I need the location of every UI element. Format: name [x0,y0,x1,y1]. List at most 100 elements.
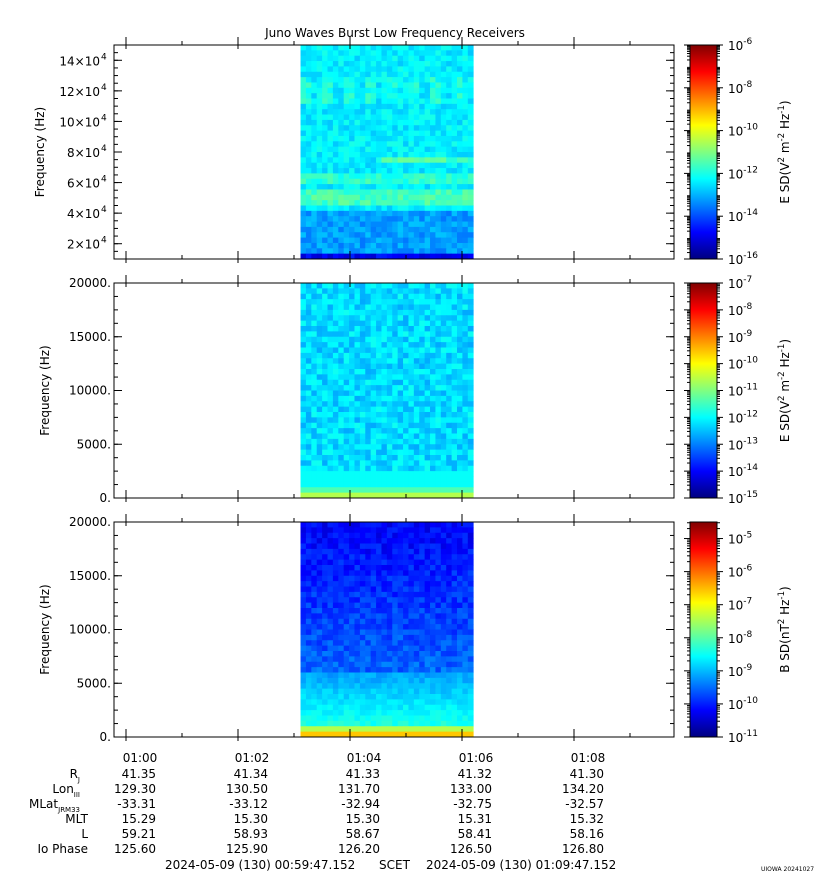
y-tick-label: 14×10 [59,54,100,68]
ephemeris-row-label: L [81,827,88,841]
ephemeris-value: 125.90 [226,842,268,856]
spectrogram-1 [300,45,474,260]
spectrogram-3 [300,522,474,738]
y-tick-label: 10×10 [59,115,100,129]
colorbar-tick-label: 10-7 [728,275,752,291]
y-tick-label: 2×10 [67,238,100,252]
y-tick-label: 20000. [69,276,111,290]
colorbar-1 [689,44,718,260]
colorbar-tick-label: 10-8 [728,302,753,318]
ephemeris-value: -32.94 [341,797,380,811]
ephemeris-row-label: LonIII [52,782,80,799]
y-axis-label: Frequency (Hz) [38,345,52,436]
y-tick-exponent: 4 [101,175,107,185]
colorbar-tick-label: 10-16 [728,251,758,267]
y-tick-label: 20000. [69,515,111,529]
ephemeris-value: -33.12 [229,797,268,811]
ephemeris-value: -32.57 [565,797,604,811]
colorbar-label-text: E SD(V2 m-2 Hz-1) [777,100,792,203]
ephemeris-row-label: MLatJRM33 [29,797,80,814]
ephemeris-value: -32.75 [453,797,492,811]
ephemeris-value: 58.41 [458,827,492,841]
y-tick-label: 6×10 [67,177,100,191]
colorbar-tick-label: 10-14 [728,463,758,479]
colorbar-label-3: B SD(nT2 Hz-1) [777,586,792,672]
ephemeris-row-label: RJ [70,767,80,784]
ephemeris-value: 134.20 [562,782,604,796]
ephemeris-value: 41.32 [458,767,492,781]
y-tick-label: 0. [100,491,111,505]
colorbar-label-text: B SD(nT2 Hz-1) [777,586,792,672]
colorbar-tick-label: 10-14 [728,208,758,224]
ephemeris-value: 133.00 [450,782,492,796]
ephemeris-value: 58.67 [346,827,380,841]
ephemeris-row-label: Io Phase [37,842,88,856]
colorbar-tick-label: 10-10 [728,123,758,139]
colorbar-tick-label: 10-7 [728,597,752,613]
ephemeris-value: 130.50 [226,782,268,796]
colorbar-tick-label: 10-9 [728,329,753,345]
panel-3: 0. 5000. 10000. 15000. 20000. Frequency (Hz) 1… [38,514,792,745]
y-tick-label: 5000. [77,437,111,451]
ephemeris-value: 129.30 [114,782,156,796]
colorbar-tick-label: 10-12 [728,165,758,181]
colorbar-tick-label: 10-8 [728,80,753,96]
y-tick-exponent: 4 [101,205,107,215]
ephemeris-value: 126.50 [450,842,492,856]
y-tick-label: 15000. [69,569,111,583]
ephemeris-row-label: MLT [65,812,88,826]
time-label: 01:00 [123,751,158,765]
y-tick-label: 5000. [77,676,111,690]
colorbar-label-2: E SD(V2 m-2 Hz-1) [777,339,792,442]
footer-start-time: 2024-05-09 (130) 00:59:47.152 [165,858,356,872]
colorbar-tick-label: 10-5 [728,531,752,547]
time-label: 01:08 [571,751,606,765]
colorbar-tick-label: 10-10 [728,696,758,712]
panel-2: 0. 5000. 10000. 15000. 20000. Frequency (Hz) 1… [38,275,792,506]
footer-end-time: 2024-05-09 (130) 01:09:47.152 [426,858,617,872]
ephemeris-value: 41.35 [122,767,156,781]
ephemeris-value: 125.60 [114,842,156,856]
y-tick-label: 4×10 [67,207,100,221]
spectrogram-2 [300,283,474,499]
ephemeris-value: 41.30 [570,767,604,781]
colorbar-tick-label: 10-9 [728,663,753,679]
ephemeris-value: 15.32 [570,812,604,826]
time-label: 01:06 [459,751,494,765]
colorbar-tick-label: 10-11 [728,729,758,745]
panel-1: 2×10 44×10 46×10 48×10 410×10 412×10 414×10 4Fr… [33,37,792,267]
ephemeris-value: 41.34 [234,767,268,781]
y-tick-exponent: 4 [101,52,107,62]
colorbar-tick-label: 10-12 [728,409,758,425]
ephemeris-value: 15.31 [458,812,492,826]
colorbar-tick-label: 10-8 [728,630,753,646]
colorbar-label-text: E SD(V2 m-2 Hz-1) [777,339,792,442]
figure-title: Juno Waves Burst Low Frequency Receivers [264,26,525,40]
y-tick-label: 8×10 [67,146,100,160]
colorbar-tick-label: 10-15 [728,490,758,506]
colorbar-tick-label: 10-10 [728,356,758,372]
ephemeris-value: 126.80 [562,842,604,856]
y-tick-exponent: 4 [101,236,107,246]
y-tick-exponent: 4 [101,83,107,93]
y-tick-exponent: 4 [101,144,107,154]
ephemeris-value: 59.21 [122,827,156,841]
time-label: 01:02 [235,751,270,765]
y-axis-label: Frequency (Hz) [33,107,47,198]
ephemeris-value: -33.31 [117,797,156,811]
colorbar-tick-label: 10-6 [728,37,753,53]
time-label: 01:04 [347,751,382,765]
colorbar-tick-label: 10-11 [728,383,758,399]
y-tick-label: 10000. [69,384,111,398]
ephemeris-value: 58.16 [570,827,604,841]
y-tick-label: 12×10 [59,85,100,99]
ephemeris-value: 15.30 [234,812,268,826]
ephemeris-value: 15.29 [122,812,156,826]
ephemeris-value: 58.93 [234,827,268,841]
ephemeris-value: 41.33 [346,767,380,781]
colorbar-tick-label: 10-6 [728,564,753,580]
y-tick-label: 15000. [69,330,111,344]
colorbar-2 [689,282,718,499]
y-tick-label: 10000. [69,623,111,637]
